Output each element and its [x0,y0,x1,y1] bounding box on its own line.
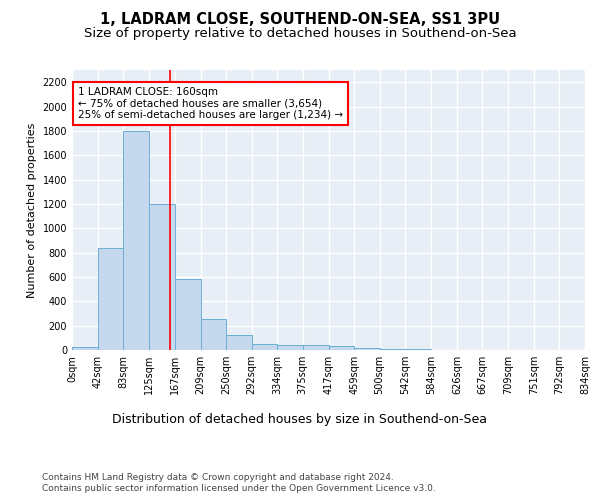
Bar [175,280,200,350]
Bar [123,131,149,350]
Text: 1, LADRAM CLOSE, SOUTHEND-ON-SEA, SS1 3PU: 1, LADRAM CLOSE, SOUTHEND-ON-SEA, SS1 3P… [100,12,500,28]
Bar [251,344,277,350]
Bar [200,319,226,350]
Bar [226,336,251,350]
Bar [380,349,406,350]
Bar [149,204,175,350]
Bar [302,345,329,350]
Bar [355,348,380,350]
Text: Distribution of detached houses by size in Southend-on-Sea: Distribution of detached houses by size … [113,412,487,426]
Text: Contains public sector information licensed under the Open Government Licence v3: Contains public sector information licen… [42,484,436,493]
Text: Size of property relative to detached houses in Southend-on-Sea: Size of property relative to detached ho… [83,28,517,40]
Bar [98,248,123,350]
Text: 1 LADRAM CLOSE: 160sqm
← 75% of detached houses are smaller (3,654)
25% of semi-: 1 LADRAM CLOSE: 160sqm ← 75% of detached… [78,87,343,120]
Bar [329,346,355,350]
Text: Contains HM Land Registry data © Crown copyright and database right 2024.: Contains HM Land Registry data © Crown c… [42,472,394,482]
Bar [72,347,98,350]
Bar [277,345,302,350]
Y-axis label: Number of detached properties: Number of detached properties [27,122,37,298]
